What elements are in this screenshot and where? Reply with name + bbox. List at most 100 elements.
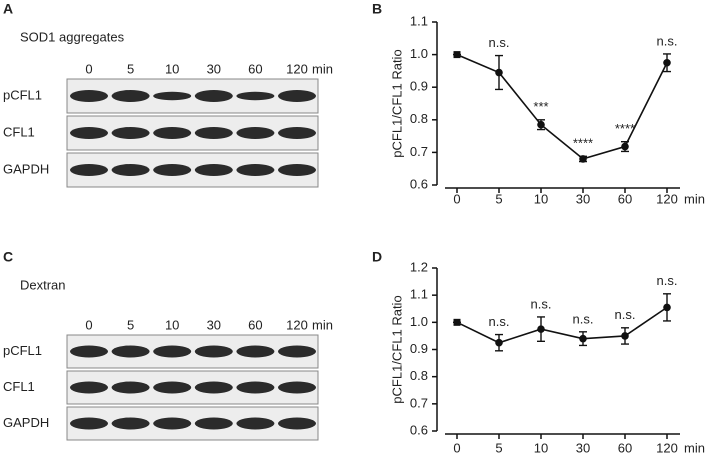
band — [70, 417, 108, 430]
y-tick-label: 1.1 — [410, 287, 428, 302]
y-tick-label: 0.6 — [410, 422, 428, 437]
x-tick-label: 30 — [576, 191, 590, 206]
point — [579, 155, 587, 163]
x-tick-label: 0 — [453, 191, 460, 206]
band — [236, 381, 275, 394]
point — [621, 332, 629, 340]
y-tick-label: 0.9 — [410, 79, 428, 94]
lane-label: 5 — [127, 317, 134, 332]
x-tick-label: 120 — [656, 440, 678, 455]
band — [278, 164, 316, 176]
x-tick-label: 5 — [495, 191, 502, 206]
row-label: GAPDH — [3, 161, 49, 176]
blot-box — [66, 406, 319, 441]
band — [194, 127, 233, 139]
blot-box — [66, 78, 319, 114]
x-tick-label: 30 — [576, 440, 590, 455]
point — [537, 325, 545, 333]
y-tick-label: 0.7 — [410, 144, 428, 159]
lane-label: 60 — [248, 317, 262, 332]
blot-title: Dextran — [20, 277, 66, 292]
point — [579, 334, 587, 343]
significance: n.s. — [657, 33, 678, 48]
row-label: pCFL1 — [3, 343, 42, 358]
point — [453, 318, 461, 326]
x-tick-label: 60 — [618, 191, 632, 206]
band — [236, 345, 275, 358]
line — [456, 53, 668, 160]
y-tick-label: 0.8 — [410, 111, 428, 126]
row-label: CFL1 — [3, 124, 35, 139]
x-tick-label: 120 — [656, 191, 678, 206]
lane-unit: min — [312, 61, 333, 76]
band — [236, 127, 275, 139]
lane-label: 5 — [127, 61, 134, 76]
point — [537, 120, 545, 129]
significance: n.s. — [615, 307, 636, 322]
band — [153, 345, 192, 358]
significance: *** — [533, 99, 548, 114]
point — [621, 142, 629, 151]
band — [70, 127, 108, 139]
blot-box — [66, 334, 319, 369]
band — [70, 345, 108, 358]
significance: n.s. — [531, 296, 552, 311]
point — [663, 58, 671, 67]
blot-box — [66, 370, 319, 405]
lane-unit: min — [312, 317, 333, 332]
x-tick-label: 10 — [534, 191, 548, 206]
row-label: GAPDH — [3, 415, 49, 430]
band — [278, 127, 316, 139]
y-tick-label: 1.0 — [410, 46, 428, 61]
x-axis-label: min — [684, 440, 705, 455]
band — [153, 127, 192, 139]
lane-label: 10 — [165, 317, 179, 332]
band — [111, 127, 150, 139]
significance: **** — [615, 121, 635, 136]
band — [278, 417, 316, 430]
band — [153, 91, 192, 101]
point — [663, 303, 671, 312]
band — [70, 381, 108, 394]
band — [111, 417, 150, 430]
y-tick-label: 1.1 — [410, 13, 428, 28]
band — [194, 90, 233, 102]
significance: n.s. — [489, 35, 510, 50]
band — [278, 345, 316, 358]
y-axis-label: pCFL1/CFL1 Ratio — [389, 295, 404, 403]
lane-label: 30 — [207, 61, 221, 76]
point — [495, 68, 503, 77]
row-label: CFL1 — [3, 379, 35, 394]
band — [278, 381, 316, 394]
lane-label: 120 — [286, 317, 308, 332]
x-axis-label: min — [684, 191, 705, 206]
band — [153, 417, 192, 430]
lane-label: 60 — [248, 61, 262, 76]
panel-letter: C — [3, 249, 13, 265]
significance: n.s. — [489, 314, 510, 329]
x-tick-label: 10 — [534, 440, 548, 455]
y-tick-label: 0.8 — [410, 368, 428, 383]
line — [456, 306, 668, 344]
blot-title: SOD1 aggregates — [20, 29, 125, 44]
band — [70, 90, 108, 102]
y-tick-label: 1.2 — [410, 259, 428, 274]
y-tick-label: 1.0 — [410, 314, 428, 329]
blot-box — [66, 115, 319, 151]
band — [111, 164, 150, 176]
band — [236, 91, 275, 101]
x-tick-label: 5 — [495, 440, 502, 455]
point — [453, 51, 461, 59]
point — [495, 338, 503, 347]
blot-box — [66, 152, 319, 188]
band — [111, 381, 150, 394]
lane-label: 120 — [286, 61, 308, 76]
lane-label: 0 — [85, 61, 92, 76]
band — [153, 381, 192, 394]
lane-label: 0 — [85, 317, 92, 332]
band — [194, 417, 233, 430]
panel-letter: B — [372, 1, 382, 17]
band — [236, 417, 275, 430]
band — [194, 381, 233, 394]
